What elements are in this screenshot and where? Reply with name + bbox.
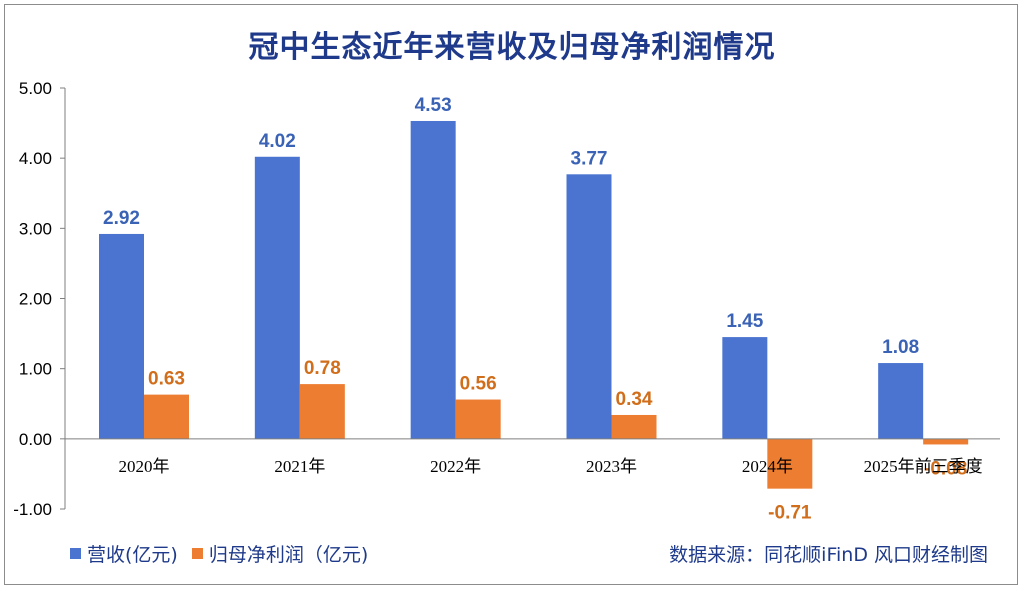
legend-item-profit: 归母净利润（亿元) [191, 540, 369, 567]
x-category-label: 2023年 [586, 457, 637, 476]
profit-bar [299, 384, 345, 439]
y-tick-label: 1.00 [19, 360, 52, 379]
revenue-bar [99, 233, 144, 439]
x-category-label: 2024年 [742, 457, 793, 476]
revenue-bar [254, 156, 300, 439]
revenue-data-label: 1.08 [882, 337, 919, 358]
revenue-data-label: 2.92 [103, 208, 140, 229]
profit-data-label: -0.08 [924, 458, 967, 479]
revenue-data-label: 4.53 [415, 95, 452, 116]
profit-data-label: -0.71 [768, 503, 812, 524]
legend-item-revenue: 营收(亿元) [70, 540, 178, 567]
revenue-bar [722, 337, 768, 439]
chart-frame [4, 4, 1018, 585]
revenue-bar [878, 363, 924, 439]
revenue-data-label: 1.45 [726, 311, 763, 332]
y-tick-label: 0.00 [19, 430, 52, 449]
profit-data-label: 0.78 [304, 358, 341, 379]
y-tick-label: 2.00 [19, 290, 52, 309]
y-tick-label: 5.00 [19, 79, 52, 98]
profit-bar [923, 438, 969, 445]
profit-bar [767, 438, 813, 489]
legend-swatch-revenue [70, 548, 81, 559]
revenue-data-label: 3.77 [571, 148, 608, 169]
y-tick-label: 3.00 [19, 219, 52, 238]
profit-data-label: 0.34 [616, 389, 653, 410]
revenue-bar [410, 120, 456, 439]
legend-label-revenue: 营收(亿元) [87, 544, 178, 566]
profit-data-label: 0.63 [148, 369, 185, 390]
x-category-label: 2022年 [430, 457, 481, 476]
y-tick-label: -1.00 [13, 500, 52, 519]
profit-data-label: 0.56 [460, 374, 497, 395]
data-source-note: 数据来源：同花顺iFinD 风口财经制图 [669, 544, 988, 566]
profit-bar [144, 394, 189, 439]
y-tick-label: 4.00 [19, 149, 52, 168]
x-category-label: 2025年前三季度 [864, 457, 983, 476]
profit-bar [455, 399, 501, 439]
legend: 营收(亿元) 归母净利润（亿元) [70, 540, 382, 567]
revenue-bar [566, 174, 612, 439]
legend-swatch-profit [191, 548, 203, 559]
revenue-data-label: 4.02 [259, 131, 296, 152]
legend-label-profit: 归母净利润（亿元) [208, 544, 369, 566]
profit-bar [611, 414, 657, 439]
x-category-label: 2020年 [119, 457, 170, 476]
chart-title: 冠中生态近年来营收及归母净利润情况 [248, 30, 776, 65]
x-category-label: 2021年 [274, 457, 325, 476]
